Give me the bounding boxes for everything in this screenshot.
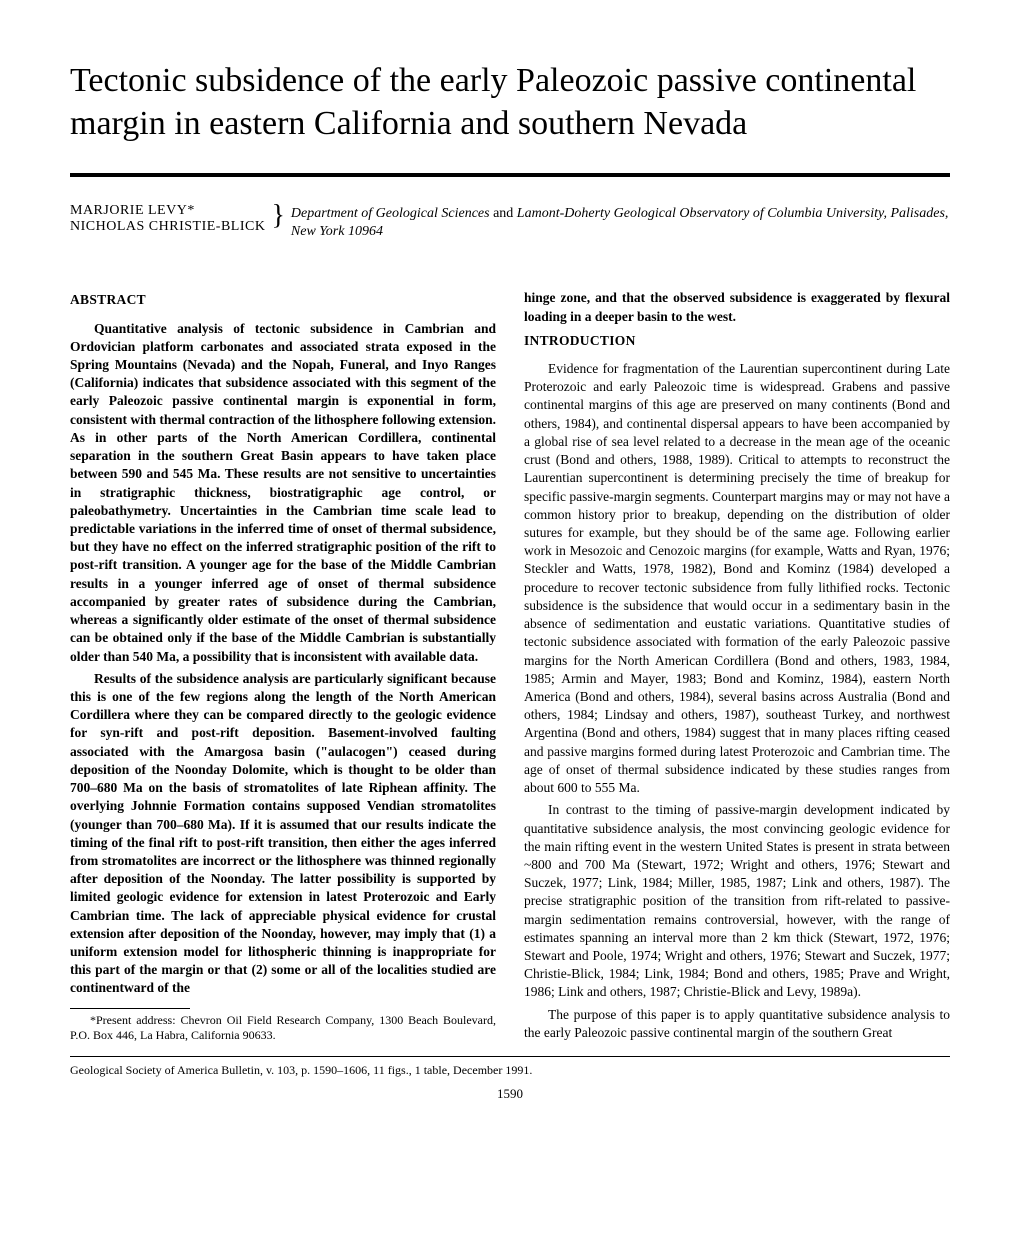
abstract-paragraph-2: Results of the subsidence analysis are p… <box>70 670 496 998</box>
title-rule <box>70 173 950 177</box>
affiliation-and: and <box>490 206 517 221</box>
author-name-1: MARJORIE LEVY* <box>70 203 265 219</box>
text-columns: ABSTRACT Quantitative analysis of tecton… <box>70 289 950 1046</box>
intro-paragraph-2: In contrast to the timing of passive-mar… <box>524 801 950 1001</box>
citation-line: Geological Society of America Bulletin, … <box>70 1063 950 1078</box>
citation-rule <box>70 1056 950 1057</box>
author-name-2: NICHOLAS CHRISTIE-BLICK <box>70 219 265 235</box>
footnote-text: *Present address: Chevron Oil Field Rese… <box>70 1013 496 1044</box>
footnote-rule <box>70 1008 190 1009</box>
intro-paragraph-1: Evidence for fragmentation of the Lauren… <box>524 360 950 797</box>
article-title: Tectonic subsidence of the early Paleozo… <box>70 60 950 145</box>
right-column: hinge zone, and that the observed subsid… <box>524 289 950 1046</box>
author-names: MARJORIE LEVY* NICHOLAS CHRISTIE-BLICK <box>70 203 265 235</box>
page-number: 1590 <box>70 1086 950 1102</box>
brace-icon: } <box>271 201 284 231</box>
abstract-continuation: hinge zone, and that the observed subsid… <box>524 289 950 325</box>
abstract-heading: ABSTRACT <box>70 291 496 309</box>
abstract-paragraph-1: Quantitative analysis of tectonic subsid… <box>70 320 496 666</box>
affiliation: Department of Geological Sciences and La… <box>291 203 950 241</box>
left-column: ABSTRACT Quantitative analysis of tecton… <box>70 289 496 1046</box>
authors-block: MARJORIE LEVY* NICHOLAS CHRISTIE-BLICK }… <box>70 203 950 241</box>
introduction-heading: INTRODUCTION <box>524 332 950 350</box>
affiliation-part1: Department of Geological Sciences <box>291 206 490 221</box>
intro-paragraph-3: The purpose of this paper is to apply qu… <box>524 1006 950 1042</box>
